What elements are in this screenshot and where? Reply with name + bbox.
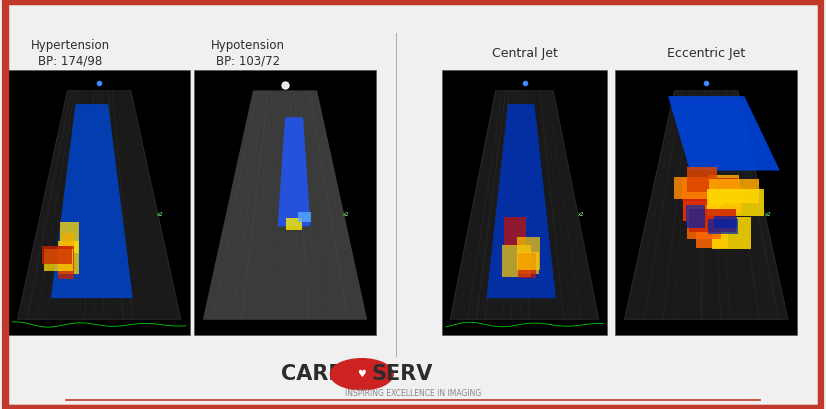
Polygon shape bbox=[51, 104, 133, 298]
Bar bbox=[8, 70, 190, 335]
Bar bbox=[615, 70, 797, 335]
Bar bbox=[42, 245, 72, 264]
Bar bbox=[194, 70, 376, 335]
Bar bbox=[687, 205, 720, 239]
FancyBboxPatch shape bbox=[4, 2, 822, 407]
Bar bbox=[502, 245, 531, 277]
Text: ♥: ♥ bbox=[358, 369, 366, 379]
Bar bbox=[707, 189, 764, 216]
Text: Central Jet: Central Jet bbox=[491, 47, 558, 60]
Bar bbox=[724, 187, 742, 214]
Bar bbox=[298, 212, 311, 222]
Text: CARDI: CARDI bbox=[282, 364, 354, 384]
Bar bbox=[286, 218, 302, 231]
Bar bbox=[709, 179, 758, 203]
Bar bbox=[674, 177, 712, 199]
Polygon shape bbox=[624, 91, 788, 319]
Bar bbox=[442, 70, 607, 335]
Bar bbox=[61, 233, 74, 253]
Bar bbox=[518, 252, 536, 279]
Polygon shape bbox=[668, 96, 780, 171]
Text: Eccentric Jet: Eccentric Jet bbox=[667, 47, 745, 60]
Bar bbox=[60, 222, 79, 253]
Text: x2: x2 bbox=[577, 212, 584, 217]
Bar bbox=[687, 167, 717, 191]
Bar bbox=[709, 175, 739, 205]
Text: x2: x2 bbox=[343, 212, 350, 217]
Polygon shape bbox=[450, 91, 599, 319]
Polygon shape bbox=[487, 104, 556, 298]
Circle shape bbox=[330, 359, 393, 390]
Bar bbox=[58, 246, 74, 279]
Bar bbox=[518, 252, 539, 274]
Text: x2: x2 bbox=[157, 212, 164, 217]
Polygon shape bbox=[17, 91, 181, 319]
Bar bbox=[504, 217, 525, 246]
Bar bbox=[683, 196, 727, 221]
Text: SERV: SERV bbox=[372, 364, 433, 384]
Bar bbox=[714, 216, 737, 228]
Text: INSPIRING EXCELLENCE IN IMAGING: INSPIRING EXCELLENCE IN IMAGING bbox=[345, 389, 481, 398]
Bar bbox=[682, 178, 738, 201]
Bar bbox=[711, 217, 751, 249]
Polygon shape bbox=[203, 91, 367, 319]
Bar bbox=[58, 241, 79, 274]
Bar bbox=[517, 238, 539, 270]
Text: x2: x2 bbox=[764, 212, 771, 217]
Bar bbox=[686, 205, 705, 228]
Bar bbox=[689, 209, 736, 232]
Bar bbox=[44, 249, 74, 271]
Text: Hypertension
BP: 174/98: Hypertension BP: 174/98 bbox=[31, 39, 110, 67]
Polygon shape bbox=[278, 117, 311, 227]
Text: Hypotension
BP: 103/72: Hypotension BP: 103/72 bbox=[211, 39, 285, 67]
Bar bbox=[696, 228, 728, 248]
Polygon shape bbox=[203, 91, 367, 319]
Bar bbox=[708, 220, 738, 234]
